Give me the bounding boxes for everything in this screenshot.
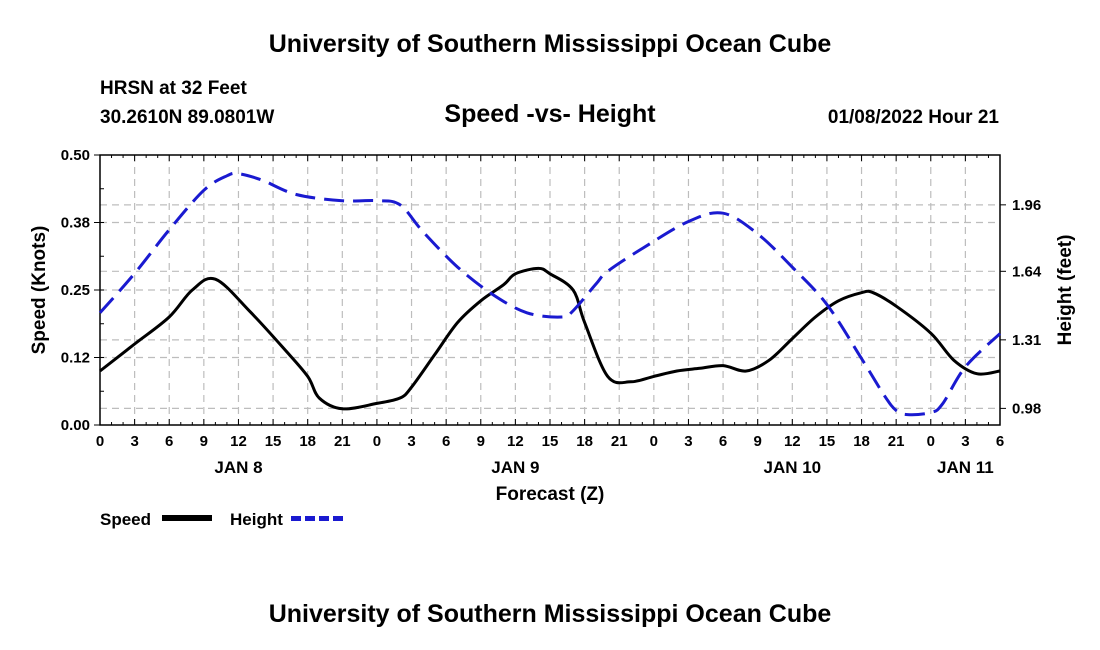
x-tick-label: 21 xyxy=(888,433,905,450)
y-tick-label: 0.25 xyxy=(61,282,90,299)
tick-marks xyxy=(94,154,1006,426)
x-axis-title: Forecast (Z) xyxy=(496,484,605,505)
legend-height-label: Height xyxy=(230,510,283,529)
y2-tick-label: 1.31 xyxy=(1012,332,1041,349)
y2-axis-title: Height (feet) xyxy=(1055,235,1076,346)
x-tick-label: 12 xyxy=(784,433,801,450)
x-tick-label: 0 xyxy=(927,433,935,450)
x-tick-label: 15 xyxy=(819,433,836,450)
y2-tick-label: 1.64 xyxy=(1012,263,1042,280)
legend-height-swatch xyxy=(291,516,343,521)
coordinates-label: 30.2610N 89.0801W xyxy=(100,107,275,128)
x-tick-label: 21 xyxy=(611,433,628,450)
x-tick-label: 6 xyxy=(719,433,727,450)
x-tick-label: 18 xyxy=(576,433,593,450)
chart-subtitle: Speed -vs- Height xyxy=(444,100,656,128)
footer-title: University of Southern Mississippi Ocean… xyxy=(268,600,832,628)
x-tick-label: 3 xyxy=(684,433,692,450)
y-tick-label: 0.12 xyxy=(61,350,90,367)
x-tick-label: 15 xyxy=(265,433,282,450)
forecast-datetime: 01/08/2022 Hour 21 xyxy=(827,107,999,128)
x-tick-label: 3 xyxy=(130,433,138,450)
day-label: JAN 9 xyxy=(491,458,539,477)
x-tick-label: 9 xyxy=(200,433,208,450)
speed-series-line xyxy=(99,266,1001,411)
series-lines xyxy=(98,171,1002,417)
legend-speed-swatch xyxy=(162,515,212,521)
y-axis-title: Speed (Knots) xyxy=(29,226,50,355)
x-tick-label: 6 xyxy=(442,433,450,450)
x-tick-label: 3 xyxy=(961,433,969,450)
x-tick-label: 21 xyxy=(334,433,351,450)
axis-labels: 0 3 6 9 12 15 18 21 0 3 6 9 12 15 18 21 0 3 6 9 12 15 18 21 0 3 6J… xyxy=(29,147,1076,505)
day-label: JAN 10 xyxy=(763,458,821,477)
legend-speed-label: Speed xyxy=(100,510,152,529)
y-tick-label: 0.38 xyxy=(61,215,90,232)
x-tick-label: 9 xyxy=(477,433,485,450)
x-tick-label: 0 xyxy=(96,433,104,450)
x-tick-label: 0 xyxy=(373,433,381,450)
x-tick-label: 18 xyxy=(853,433,870,450)
day-label: JAN 11 xyxy=(937,458,994,477)
y2-tick-label: 0.98 xyxy=(1012,400,1041,417)
x-tick-label: 12 xyxy=(230,433,247,450)
page-title: University of Southern Mississippi Ocean… xyxy=(268,30,832,58)
x-tick-label: 6 xyxy=(996,433,1004,450)
height-series-line xyxy=(98,171,1002,417)
x-tick-label: 6 xyxy=(165,433,173,450)
y-tick-label: 0.00 xyxy=(61,417,90,434)
station-label: HRSN at 32 Feet xyxy=(100,78,247,99)
y2-tick-label: 1.96 xyxy=(1012,197,1041,214)
x-tick-label: 15 xyxy=(542,433,559,450)
grid-lines xyxy=(100,155,1000,425)
x-tick-label: 18 xyxy=(299,433,316,450)
x-tick-label: 12 xyxy=(507,433,524,450)
x-tick-label: 0 xyxy=(650,433,658,450)
x-tick-label: 9 xyxy=(754,433,762,450)
x-tick-label: 3 xyxy=(407,433,415,450)
y-tick-label: 0.50 xyxy=(61,147,90,164)
day-label: JAN 8 xyxy=(214,458,262,477)
